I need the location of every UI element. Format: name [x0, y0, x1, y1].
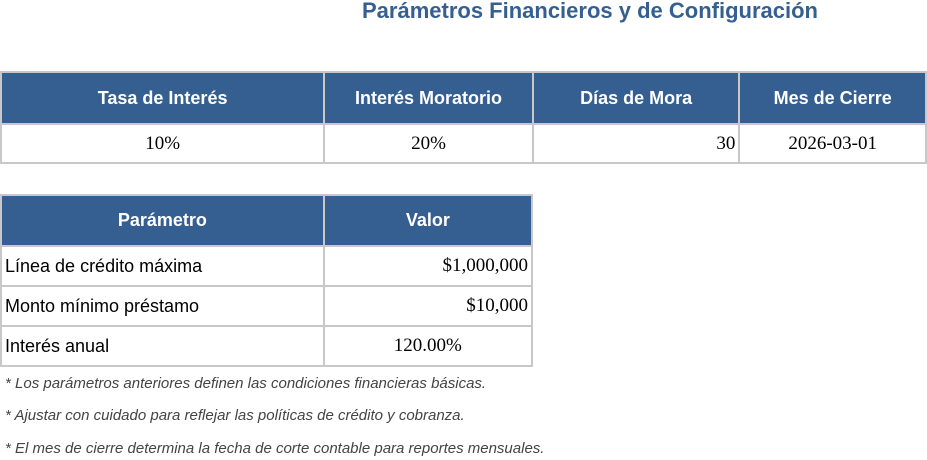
cell[interactable]: 30 [531, 123, 741, 164]
note: * Los parámetros anteriores definen las … [5, 375, 487, 392]
header-cell: Interés Moratorio [323, 71, 534, 125]
header-cell: Valor [322, 194, 534, 247]
cell[interactable]: Monto mínimo préstamo [0, 285, 325, 327]
table-row: Monto mínimo préstamo $10,000 [0, 285, 534, 327]
header-cell: Días de Mora [531, 71, 741, 125]
cell[interactable]: 20% [323, 123, 534, 164]
cell[interactable]: 120.00% [322, 325, 534, 367]
cell[interactable]: $1,000,000 [322, 245, 534, 287]
header-row: Parámetro Valor [0, 194, 534, 247]
cell[interactable]: $10,000 [322, 285, 534, 327]
parameters-table: Tasa de Interés Interés Moratorio Días d… [0, 71, 927, 164]
cell[interactable]: 2026-03-01 [738, 123, 927, 164]
table-row: 10% 20% 30 2026-03-01 [0, 123, 927, 164]
table-row: Línea de crédito máxima $1,000,000 [0, 245, 534, 287]
header-cell: Tasa de Interés [0, 71, 326, 125]
cell[interactable]: Línea de crédito máxima [0, 245, 325, 287]
config-table: Parámetro Valor Línea de crédito máxima … [0, 194, 534, 367]
header-cell: Mes de Cierre [738, 71, 927, 125]
note: * El mes de cierre determina la fecha de… [5, 440, 545, 457]
page-title: Parámetros Financieros y de Configuració… [361, 0, 818, 23]
cell[interactable]: 10% [0, 123, 326, 164]
table-row: Interés anual 120.00% [0, 325, 534, 367]
cell[interactable]: Interés anual [0, 325, 325, 367]
note: * Ajustar con cuidado para reflejar las … [5, 407, 465, 424]
header-row: Tasa de Interés Interés Moratorio Días d… [0, 71, 927, 125]
header-cell: Parámetro [0, 194, 325, 247]
